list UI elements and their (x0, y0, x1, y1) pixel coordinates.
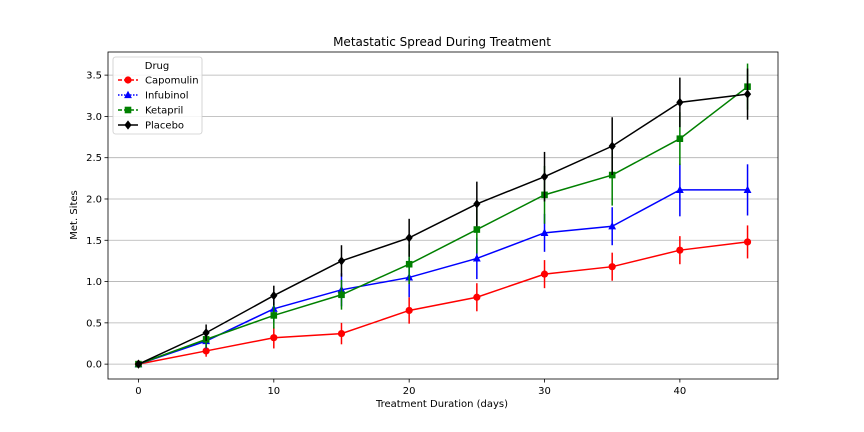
x-tick-label: 0 (135, 386, 141, 397)
data-point-placebo (676, 97, 684, 107)
data-point-capomulin (608, 263, 616, 271)
y-tick-label: 2.0 (86, 194, 102, 205)
legend-frame (112, 56, 203, 135)
legend-marker-capomulin (124, 76, 132, 84)
data-point-placebo (743, 89, 752, 99)
series-line-placebo (138, 93, 748, 365)
legend-marker-ketapril (124, 106, 132, 114)
y-tick-label: 1.5 (86, 236, 102, 247)
data-point-placebo (337, 256, 346, 266)
data-point-capomulin (337, 329, 346, 338)
data-point-ketapril (676, 135, 684, 143)
data-point-capomulin (202, 347, 210, 355)
data-point-capomulin (743, 238, 752, 246)
series-line-infubinol (138, 189, 748, 365)
data-point-capomulin (270, 334, 278, 342)
x-tick-label: 20 (403, 386, 416, 397)
x-tick-label: 30 (538, 386, 551, 397)
series-capomulin (134, 225, 752, 368)
legend-marker-placebo (124, 120, 132, 130)
data-point-ketapril (608, 171, 616, 179)
data-point-ketapril (473, 226, 481, 233)
data-point-placebo (134, 359, 143, 369)
x-tick-label: 40 (674, 386, 687, 397)
chart-title: Metastatic Spread During Treatment (333, 35, 551, 49)
legend-title: Drug (145, 61, 170, 72)
x-axis-title: Treatment Duration (days) (375, 399, 508, 410)
legend-label-infubinol: Infubinol (145, 91, 189, 102)
data-point-capomulin (540, 270, 549, 278)
data-point-infubinol (675, 185, 684, 194)
series-line-ketapril (138, 86, 749, 365)
y-tick-label: 3.5 (86, 71, 102, 82)
data-point-infubinol (472, 254, 481, 262)
gridlines (108, 74, 778, 365)
series-placebo (134, 68, 752, 369)
legend-marker-infubinol (124, 90, 132, 99)
y-tick-label: 2.5 (86, 153, 102, 164)
data-point-infubinol (608, 221, 617, 230)
data-point-capomulin (405, 306, 413, 315)
data-point-placebo (473, 199, 481, 209)
data-point-placebo (405, 233, 413, 243)
data-point-placebo (608, 141, 616, 151)
y-axis-title: Met. Sites (69, 190, 80, 239)
y-tick-label: 3.0 (86, 112, 102, 123)
data-point-ketapril (338, 291, 345, 299)
data-point-placebo (540, 172, 549, 182)
series-line-capomulin (138, 241, 748, 365)
data-point-placebo (202, 328, 210, 338)
data-point-ketapril (405, 260, 413, 268)
data-point-infubinol (743, 185, 752, 194)
x-tick-label: 10 (267, 386, 280, 397)
legend: Drug Capomulin Infubinol Ketapril Placebo (112, 56, 203, 135)
data-point-placebo (270, 290, 278, 301)
data-point-capomulin (473, 293, 481, 301)
data-point-capomulin (676, 246, 684, 254)
y-tick-label: 1.0 (86, 277, 102, 288)
plot-frame (107, 51, 779, 380)
axes: 0.0 0.5 1.0 1.5 2.0 2.5 3.0 3.5 0 10 20 30 40 (86, 71, 686, 397)
legend-label-placebo: Placebo (145, 121, 184, 132)
series-infubinol (134, 163, 752, 368)
legend-label-ketapril: Ketapril (145, 106, 183, 117)
legend-label-capomulin: Capomulin (145, 76, 199, 87)
y-tick-label: 0.0 (86, 360, 102, 371)
y-tick-label: 0.5 (86, 318, 102, 329)
data-point-ketapril (270, 312, 278, 319)
series-layer (134, 63, 752, 369)
data-point-infubinol (540, 228, 549, 236)
